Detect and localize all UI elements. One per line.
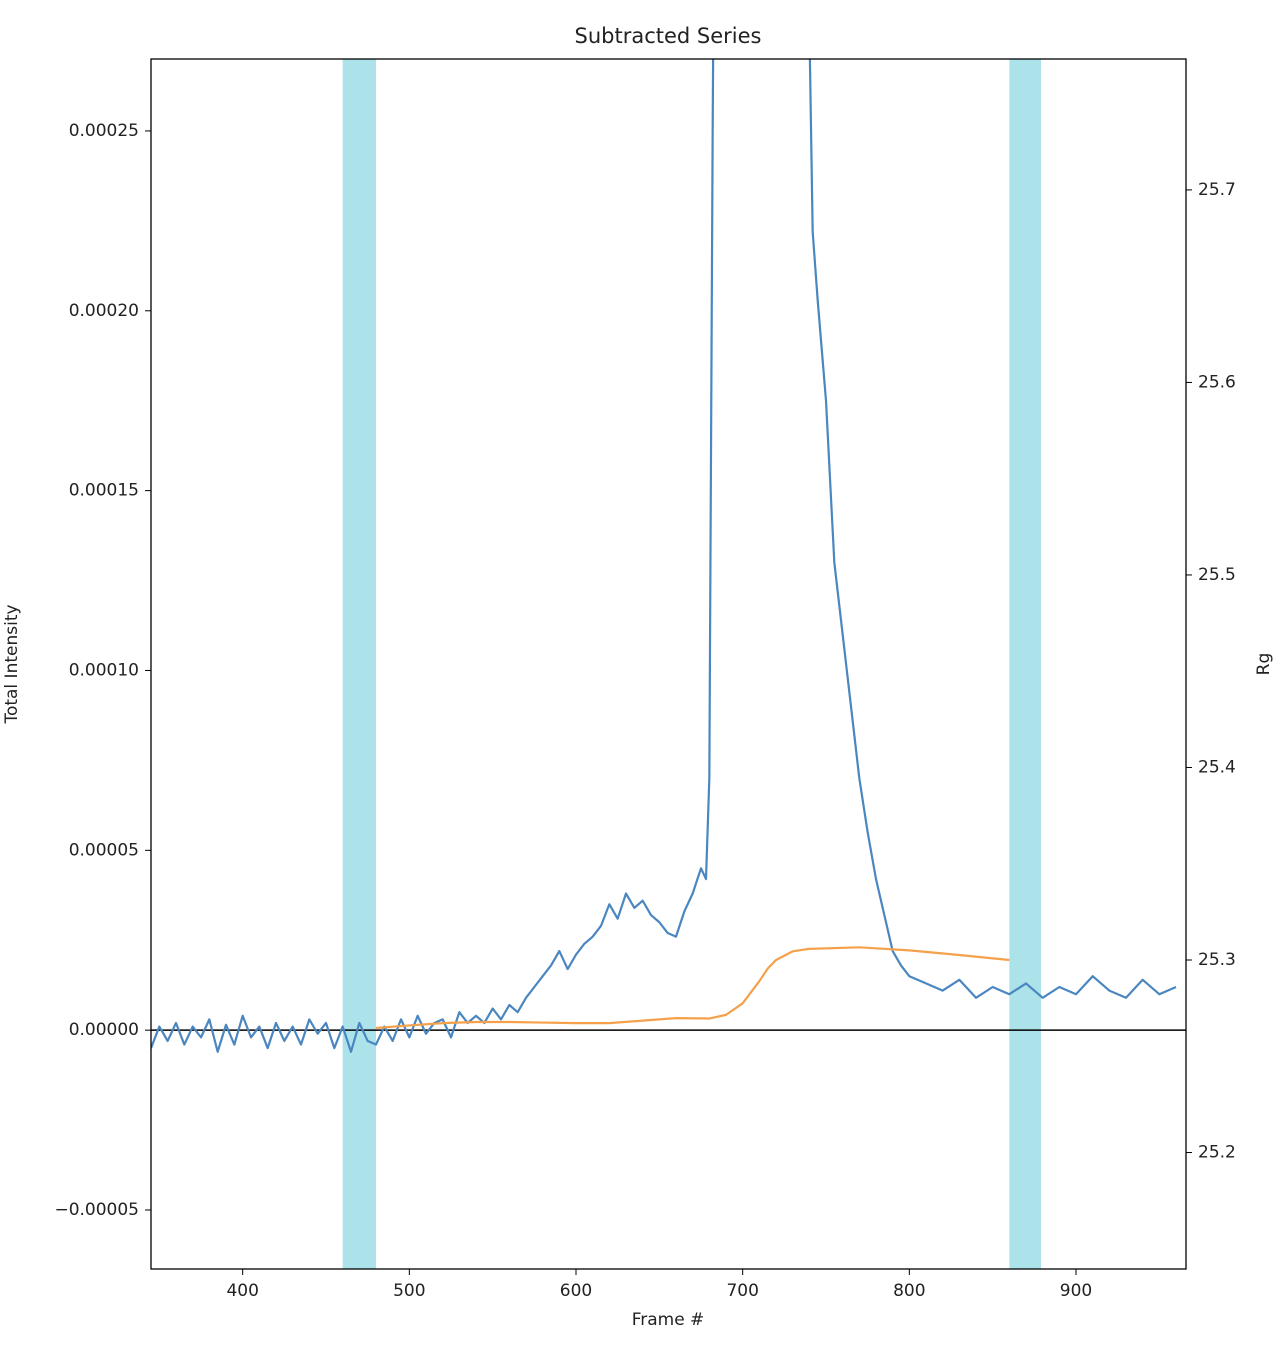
x-tick-label: 800 — [893, 1281, 925, 1301]
y2-tick-label: 25.2 — [1198, 1143, 1236, 1163]
y-tick-label: 0.00010 — [69, 660, 139, 680]
y-tick-label: −0.00005 — [54, 1200, 139, 1220]
x-tick-label: 500 — [393, 1281, 425, 1301]
shaded-region — [1009, 59, 1041, 1269]
series-line — [151, 59, 1177, 1053]
series-line — [375, 946, 1010, 1030]
y-tick-label: 0.00015 — [69, 481, 139, 501]
x-tick-label: 400 — [226, 1281, 258, 1301]
y2-tick-label: 25.3 — [1198, 950, 1236, 970]
y2-tick-label: 25.7 — [1198, 180, 1236, 200]
x-tick-label: 700 — [726, 1281, 758, 1301]
y2-tick-label: 25.4 — [1198, 757, 1236, 777]
y-tick-label: 0.00005 — [69, 840, 139, 860]
y-tick-label: 0.00020 — [69, 301, 139, 321]
y-tick-label: 0.00000 — [69, 1020, 139, 1040]
chart-title: Subtracted Series — [575, 24, 762, 48]
x-tick-label: 900 — [1060, 1281, 1092, 1301]
plot-frame — [150, 58, 1187, 1270]
x-axis-label: Frame # — [632, 1310, 705, 1330]
y-tick-label: 0.00025 — [69, 121, 139, 141]
plot-area — [151, 59, 1186, 1269]
shaded-region — [342, 59, 376, 1269]
y-axis-label: Total Intensity — [2, 604, 22, 724]
y2-tick-label: 25.5 — [1198, 565, 1236, 585]
y2-axis-label: Rg — [1254, 653, 1274, 676]
y2-tick-label: 25.6 — [1198, 372, 1236, 392]
x-tick-label: 600 — [560, 1281, 592, 1301]
